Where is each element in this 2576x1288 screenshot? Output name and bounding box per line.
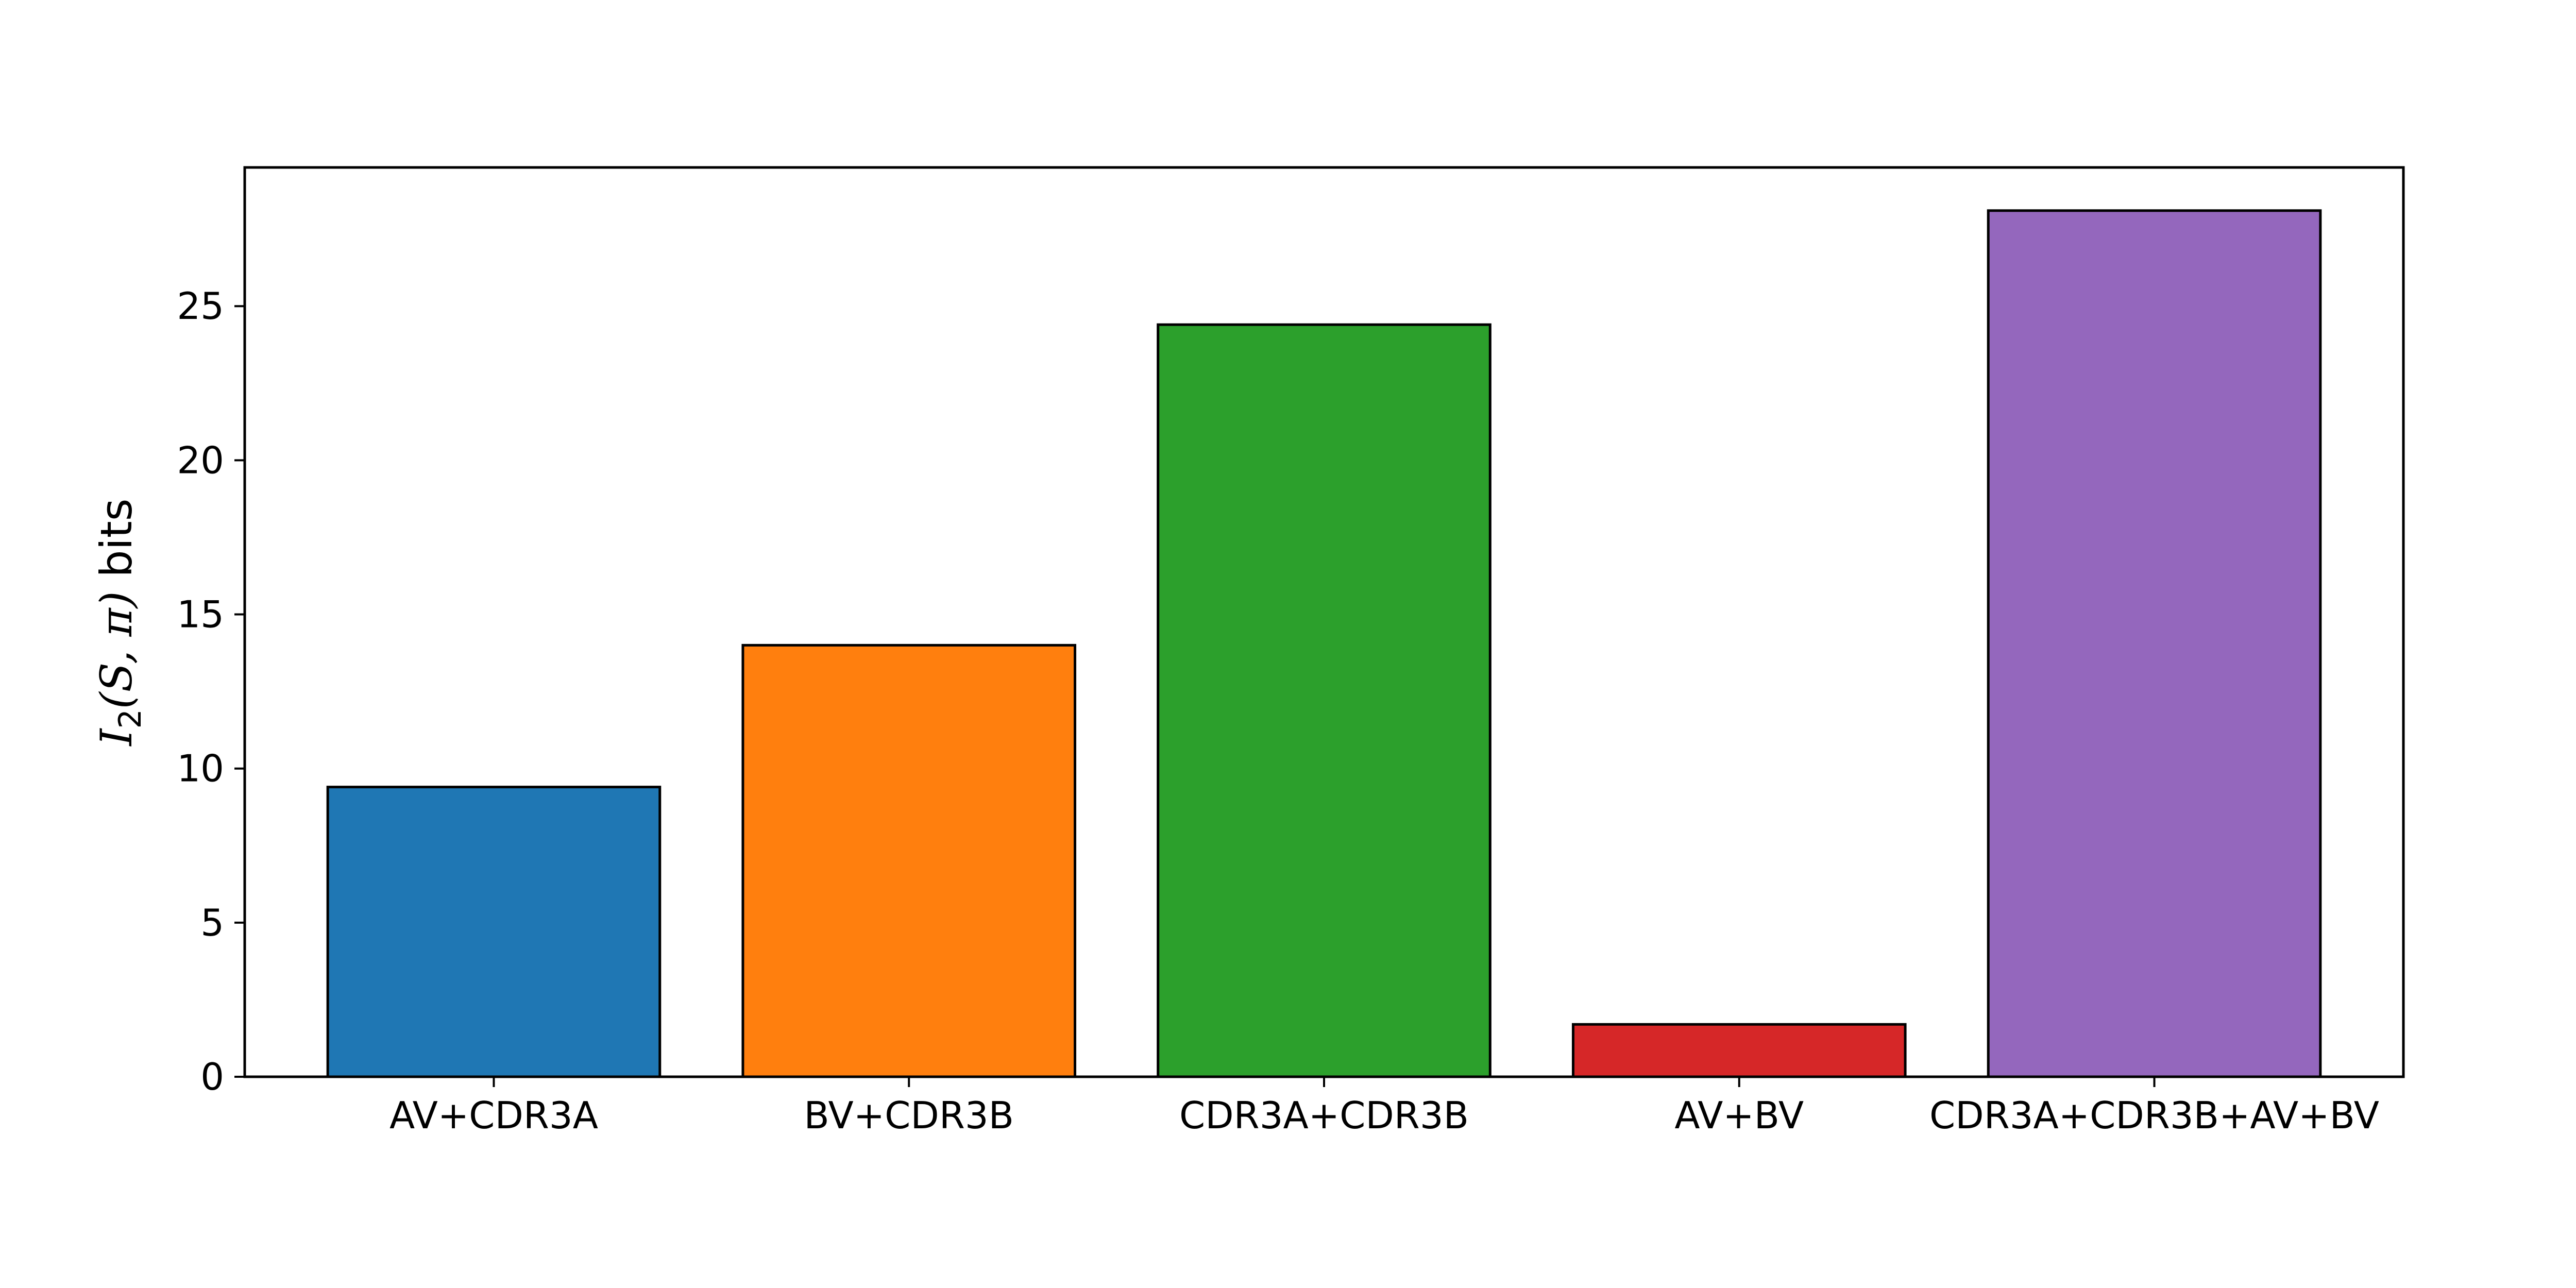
y-axis-label-args: (S, π): [91, 591, 142, 709]
bar-av-bv: [1571, 1023, 1907, 1078]
y-axis-label: I2(S, π) bits: [91, 498, 148, 747]
y-axis-label-subscript: 2: [112, 709, 148, 728]
bar-av-cdr3a: [326, 786, 662, 1078]
plot-frame: [243, 166, 2405, 1078]
y-axis-ticks: 0 5 10 15 20 25: [177, 284, 245, 1098]
y-axis-label-symbol: I: [91, 728, 142, 747]
x-axis-ticks: AV+CDR3A BV+CDR3B CDR3A+CDR3B AV+BV CDR3A+CD…: [389, 1077, 2379, 1137]
y-tick-label: 20: [177, 438, 224, 482]
bars-layer: [326, 209, 2322, 1078]
y-axis-label-space: [91, 578, 142, 591]
x-tick-label: CDR3A+CDR3B: [1179, 1094, 1469, 1137]
x-tick-label: BV+CDR3B: [804, 1094, 1014, 1137]
bar-bv-cdr3b: [741, 643, 1077, 1078]
x-tick-label: AV+CDR3A: [389, 1094, 598, 1137]
y-tick-label: 10: [177, 747, 224, 790]
bar-cdr3a-cdr3b-av-bv: [1987, 209, 2322, 1078]
y-tick-label: 5: [200, 901, 224, 944]
x-tick-label: AV+BV: [1674, 1094, 1804, 1137]
y-tick-label: 0: [200, 1055, 224, 1098]
bar-cdr3a-cdr3b: [1157, 323, 1492, 1078]
y-tick-label: 15: [177, 593, 224, 636]
y-tick-label: 25: [177, 284, 224, 328]
x-tick-label: CDR3A+CDR3B+AV+BV: [1929, 1094, 2379, 1137]
y-axis-label-unit: bits: [91, 498, 142, 577]
